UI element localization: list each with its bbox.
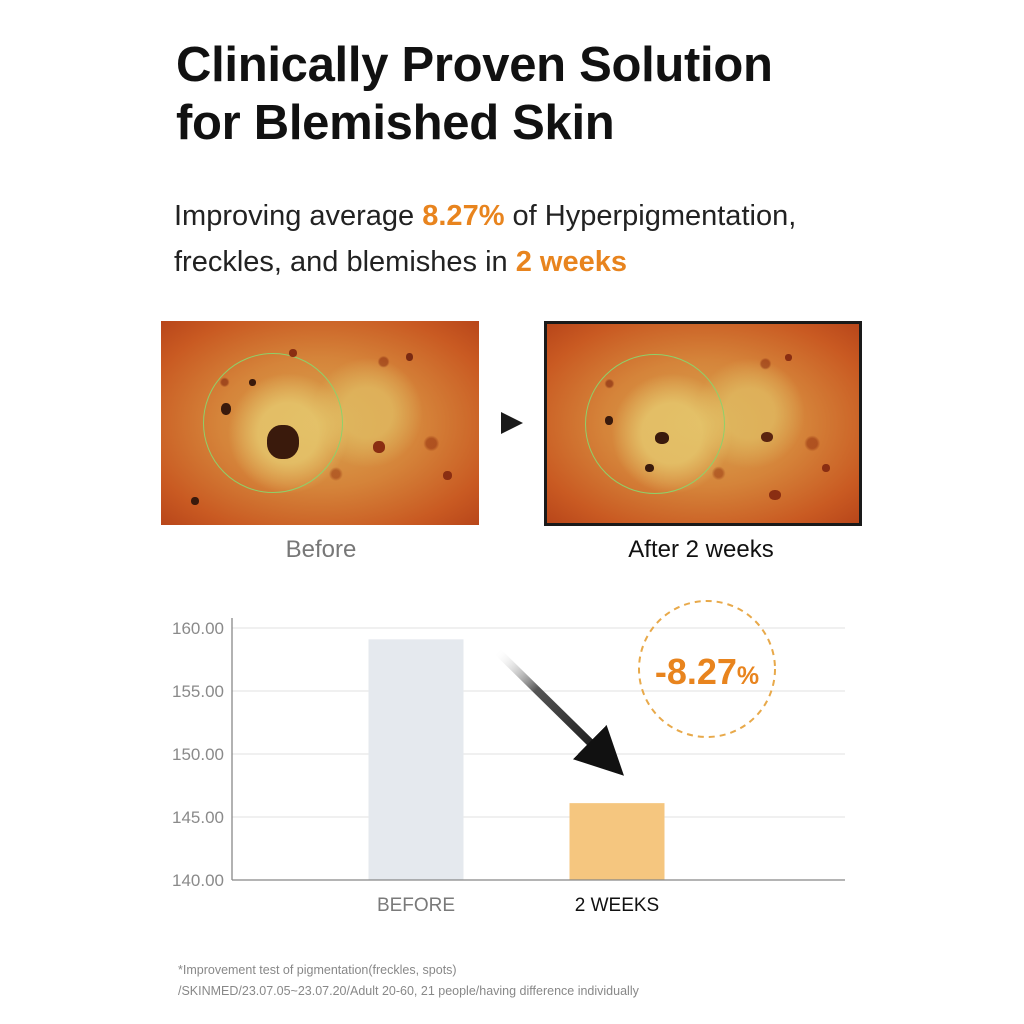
arrow-right-icon <box>501 412 523 434</box>
blemish-spot <box>822 464 830 472</box>
highlight-percent: 8.27% <box>422 200 505 232</box>
blemish-spot <box>191 497 199 505</box>
blemish-spot <box>406 353 413 361</box>
bar-2-weeks <box>569 803 665 880</box>
after-skin-photo <box>544 321 862 526</box>
reduction-value: -8.27 <box>655 651 737 692</box>
page-title: Clinically Proven Solution for Blemished… <box>176 36 936 152</box>
reduction-unit: % <box>737 662 759 690</box>
blemish-spot <box>267 425 299 459</box>
y-tick-label: 155.00 <box>172 682 224 701</box>
subtitle-text: Improving average <box>174 200 423 232</box>
blemish-spot <box>769 490 781 500</box>
reduction-badge-circle <box>638 600 776 738</box>
blemish-spot <box>249 379 256 386</box>
subtitle-line-2: freckles, and blemishes in 2 weeks <box>174 239 974 285</box>
before-skin-photo <box>161 321 479 525</box>
title-line-2: for Blemished Skin <box>176 96 615 150</box>
focus-circle <box>203 353 343 493</box>
blemish-spot <box>645 464 654 472</box>
x-category-label: BEFORE <box>377 895 455 916</box>
x-category-label: 2 WEEKS <box>575 895 659 916</box>
blemish-spot <box>373 441 385 453</box>
chart-bars <box>368 639 665 880</box>
y-axis-ticks: 160.00 155.00 150.00 145.00 140.00 <box>172 619 224 890</box>
blemish-spot <box>761 432 773 442</box>
y-tick-label: 145.00 <box>172 808 224 827</box>
y-tick-label: 160.00 <box>172 619 224 638</box>
bar-before <box>368 639 464 880</box>
reduction-badge: -8.27% <box>655 651 759 692</box>
blemish-spot <box>289 349 297 357</box>
before-caption: Before <box>285 536 357 563</box>
blemish-spot <box>221 403 231 415</box>
footnote-line-1: *Improvement test of pigmentation(freckl… <box>178 963 457 977</box>
y-tick-label: 150.00 <box>172 745 224 764</box>
blemish-spot <box>785 354 792 361</box>
subtitle: Improving average 8.27% of Hyperpigmenta… <box>174 193 974 285</box>
footnote: *Improvement test of pigmentation(freckl… <box>178 960 639 1002</box>
subtitle-line-1: Improving average 8.27% of Hyperpigmenta… <box>174 193 974 239</box>
footnote-line-2: /SKINMED/23.07.05~23.07.20/Adult 20-60, … <box>178 984 639 998</box>
decrease-arrow-icon <box>495 649 624 776</box>
focus-circle <box>585 354 725 494</box>
blemish-spot <box>443 471 452 480</box>
blemish-spot <box>655 432 669 444</box>
highlight-duration: 2 weeks <box>515 246 627 278</box>
blemish-spot <box>605 416 613 425</box>
y-tick-label: 140.00 <box>172 871 224 890</box>
subtitle-text: freckles, and blemishes in <box>174 246 516 278</box>
title-line-1: Clinically Proven Solution <box>176 38 773 92</box>
chart-gridlines <box>232 627 845 818</box>
after-caption: After 2 weeks <box>628 536 774 563</box>
x-axis-labels: BEFORE 2 WEEKS <box>377 895 659 916</box>
subtitle-text: of Hyperpigmentation, <box>504 200 797 232</box>
